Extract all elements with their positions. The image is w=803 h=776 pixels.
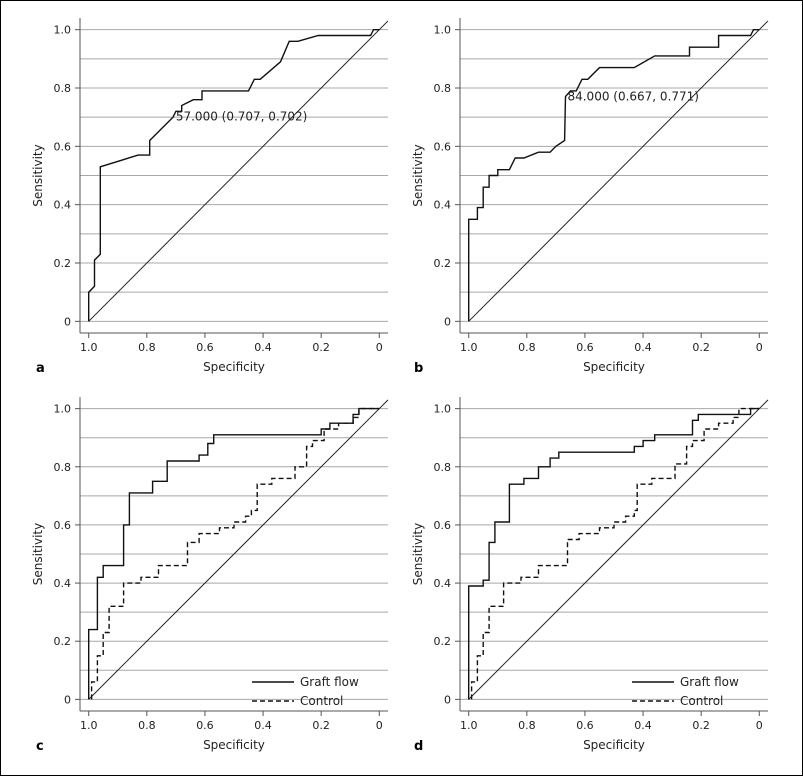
- y-tick-label: 0.2: [434, 257, 452, 270]
- x-tick-label: 0: [376, 719, 383, 732]
- series-line-graft-flow: [468, 407, 760, 700]
- reference-diagonal: [88, 399, 389, 700]
- y-tick-label: 0.2: [54, 257, 72, 270]
- y-tick-label: 0.6: [54, 140, 72, 153]
- x-tick-label: 0.2: [312, 341, 330, 354]
- y-axis-label: Sensitivity: [411, 144, 425, 206]
- y-tick-label: 0.4: [54, 577, 72, 590]
- x-tick-label: 1.0: [460, 719, 478, 732]
- y-axis-label: Sensitivity: [411, 523, 425, 585]
- x-tick-label: 1.0: [80, 719, 98, 732]
- y-tick-label: 0.4: [434, 577, 452, 590]
- legend-label-graft-flow: Graft flow: [680, 675, 739, 689]
- series-line-roc: [468, 29, 760, 322]
- y-tick-label: 0.8: [54, 82, 72, 95]
- panel-label: a: [36, 361, 45, 376]
- panel-label: c: [36, 739, 44, 754]
- y-tick-label: 1.0: [54, 403, 72, 416]
- cutoff-annotation: 84.000 (0.667, 0.771): [567, 89, 699, 103]
- panel-label: d: [414, 739, 423, 754]
- y-tick-label: 0: [444, 315, 451, 328]
- panel-a: 0 0.2 0.4 0.6 0.8 1.0 1.0 0.8 0.6 0.4 0.2 0 Specific…: [31, 18, 389, 376]
- series-line-control: [90, 407, 380, 700]
- x-tick-label: 0.6: [576, 719, 594, 732]
- x-axis-label: Specificity: [583, 360, 645, 374]
- x-tick-label: 0.8: [518, 341, 536, 354]
- y-tick-label: 0.6: [434, 140, 452, 153]
- x-tick-label: 0.2: [692, 719, 710, 732]
- reference-diagonal: [88, 20, 389, 322]
- y-tick-label: 0.4: [54, 199, 72, 212]
- y-tick-label: 0.8: [54, 461, 72, 474]
- panel-label: b: [414, 361, 423, 376]
- x-tick-label: 0.6: [196, 341, 214, 354]
- panel-b: 0 0.2 0.4 0.6 0.8 1.0 1.0 0.8 0.6 0.4 0.2 0 Specific…: [411, 18, 769, 376]
- x-tick-label: 0: [756, 341, 763, 354]
- reference-diagonal: [468, 399, 769, 700]
- y-tick-label: 0: [444, 693, 451, 706]
- x-tick-label: 0: [756, 719, 763, 732]
- y-axis-label: Sensitivity: [31, 144, 45, 206]
- y-tick-label: 0.6: [434, 519, 452, 532]
- y-tick-label: 0: [64, 315, 71, 328]
- x-axis-label: Specificity: [583, 738, 645, 752]
- x-tick-label: 0.8: [138, 719, 156, 732]
- y-tick-label: 0.8: [434, 461, 452, 474]
- x-axis-label: Specificity: [203, 360, 265, 374]
- cutoff-annotation: 57.000 (0.707, 0.702): [176, 110, 308, 124]
- y-tick-label: 1.0: [54, 24, 72, 37]
- y-tick-label: 0.4: [434, 199, 452, 212]
- y-tick-label: 0.6: [54, 519, 72, 532]
- y-tick-label: 1.0: [434, 403, 452, 416]
- x-tick-label: 0.4: [254, 719, 272, 732]
- x-tick-label: 0.6: [576, 341, 594, 354]
- x-tick-label: 0.2: [312, 719, 330, 732]
- y-tick-label: 0.8: [434, 82, 452, 95]
- x-tick-label: 0.6: [196, 719, 214, 732]
- x-tick-label: 0.8: [138, 341, 156, 354]
- x-tick-label: 1.0: [460, 341, 478, 354]
- x-tick-label: 0: [376, 341, 383, 354]
- series-line-control: [470, 407, 760, 700]
- y-axis-label: Sensitivity: [31, 523, 45, 585]
- y-tick-label: 1.0: [434, 24, 452, 37]
- y-tick-label: 0: [64, 693, 71, 706]
- y-tick-label: 0.2: [54, 635, 72, 648]
- x-axis-label: Specificity: [203, 738, 265, 752]
- reference-diagonal: [468, 20, 769, 322]
- x-tick-label: 0.2: [692, 341, 710, 354]
- y-tick-label: 0.2: [434, 635, 452, 648]
- series-line-graft-flow: [87, 407, 380, 700]
- legend-label-control: Control: [680, 694, 723, 708]
- x-tick-label: 1.0: [80, 341, 98, 354]
- x-tick-label: 0.8: [518, 719, 536, 732]
- legend-label-control: Control: [300, 694, 343, 708]
- panel-d: 0 0.2 0.4 0.6 0.8 1.0 1.0 0.8 0.6 0.4 0.2 0 Specific…: [411, 397, 769, 754]
- series-line-roc: [87, 29, 380, 322]
- x-tick-label: 0.4: [254, 341, 272, 354]
- legend-label-graft-flow: Graft flow: [300, 675, 359, 689]
- x-tick-label: 0.4: [634, 719, 652, 732]
- panel-c: 0 0.2 0.4 0.6 0.8 1.0 1.0 0.8 0.6 0.4 0.2 0 Specific…: [31, 397, 389, 754]
- x-tick-label: 0.4: [634, 341, 652, 354]
